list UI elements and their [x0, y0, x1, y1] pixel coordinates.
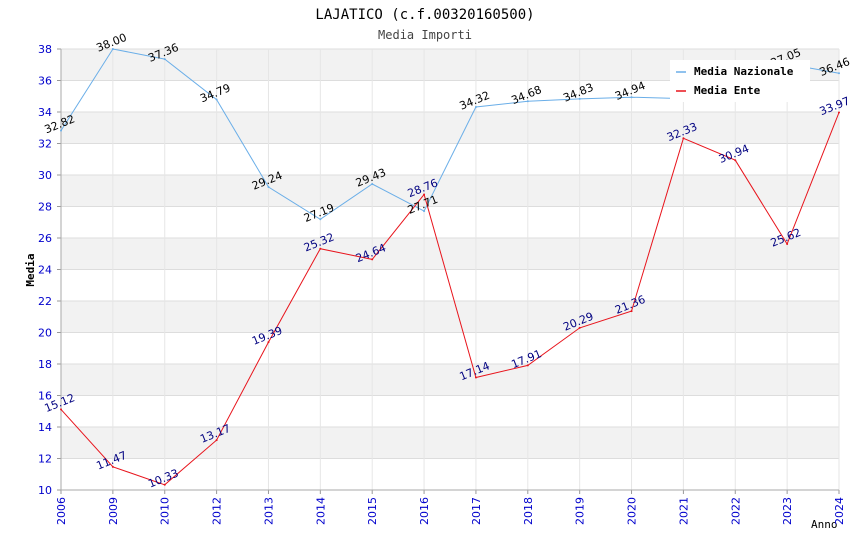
y-tick-label: 22 [38, 295, 52, 308]
x-tick-label: 2024 [833, 497, 846, 525]
y-tick-label: 36 [38, 75, 52, 88]
data-point-media-ente [111, 465, 114, 468]
y-tick-label: 10 [38, 484, 52, 497]
data-point-media-nazionale [215, 98, 218, 101]
x-tick-label: 2006 [55, 497, 68, 525]
data-label-media-nazionale: 34.79 [198, 81, 232, 105]
grid-band [61, 112, 839, 144]
data-point-media-nazionale [838, 72, 840, 75]
data-label-media-nazionale: 34.94 [613, 79, 647, 103]
y-tick-label: 32 [38, 138, 52, 151]
data-point-media-ente [319, 247, 322, 250]
data-point-media-ente [734, 159, 737, 162]
y-tick-label: 30 [38, 169, 52, 182]
data-point-media-nazionale [526, 100, 529, 103]
y-tick-labels: 10 12 14 16 18 20 22 24 26 28 30 32 34 36 38 [38, 43, 52, 497]
y-tick-label: 24 [38, 264, 52, 277]
data-point-media-ente [163, 483, 166, 486]
x-axis-label: Anno [811, 518, 838, 531]
data-point-media-ente [526, 364, 529, 367]
y-axis-label: Media [24, 253, 37, 286]
data-point-media-nazionale [319, 218, 322, 221]
data-point-media-ente [267, 341, 270, 344]
grid-band [61, 364, 839, 396]
data-point-media-nazionale [267, 185, 270, 188]
x-tick-label: 2014 [314, 497, 327, 525]
data-label-media-ente: 30.94 [717, 142, 751, 166]
x-tick-label: 2015 [366, 497, 379, 525]
x-tick-label: 2020 [626, 497, 639, 525]
legend-box [670, 60, 810, 102]
data-point-media-ente [786, 242, 789, 245]
plot-background-bands [61, 49, 839, 459]
data-label-media-ente: 10.33 [146, 467, 180, 491]
x-tick-label: 2022 [729, 497, 742, 525]
grid-band [61, 301, 839, 333]
x-tick-label: 2012 [211, 497, 224, 525]
data-point-media-nazionale [630, 96, 633, 99]
data-point-media-nazionale [474, 105, 477, 108]
chart-title: LAJATICO (c.f.00320160500) [315, 7, 534, 23]
data-point-media-ente [630, 310, 633, 313]
data-point-media-ente [838, 111, 840, 114]
grid-band [61, 427, 839, 459]
data-label-media-nazionale: 34.68 [509, 83, 543, 107]
data-point-media-nazionale [163, 58, 166, 61]
data-point-media-nazionale [371, 182, 374, 185]
data-point-media-ente [371, 258, 374, 261]
y-tick-label: 26 [38, 232, 52, 245]
x-tick-label: 2009 [107, 497, 120, 525]
x-tick-label: 2016 [418, 497, 431, 525]
x-tick-label: 2013 [262, 497, 275, 525]
data-point-media-nazionale [423, 210, 426, 213]
legend-label-media-nazionale: Media Nazionale [694, 65, 794, 78]
data-point-media-nazionale [111, 48, 114, 50]
grid-band [61, 238, 839, 270]
y-tick-label: 38 [38, 43, 52, 56]
y-tick-label: 20 [38, 327, 52, 340]
chart-subtitle: Media Importi [378, 28, 472, 42]
data-point-media-ente [60, 408, 62, 411]
x-tick-label: 2021 [677, 497, 690, 525]
y-tick-label: 16 [38, 390, 52, 403]
x-tick-labels: 2006 2009 2010 2012 2013 2014 2015 2016 2017 2018… [55, 497, 846, 525]
grid-band [61, 175, 839, 207]
grid-lines [57, 48, 840, 494]
y-tick-label: 28 [38, 201, 52, 214]
x-tick-label: 2010 [159, 497, 172, 525]
x-tick-label: 2017 [470, 497, 483, 525]
y-tick-label: 34 [38, 106, 52, 119]
data-label-media-nazionale: 34.83 [561, 81, 595, 105]
y-tick-label: 14 [38, 421, 52, 434]
x-tick-label: 2023 [781, 497, 794, 525]
legend-label-media-ente: Media Ente [694, 84, 761, 97]
data-point-media-ente [215, 439, 218, 442]
data-point-media-ente [682, 137, 685, 140]
x-tick-label: 2018 [522, 497, 535, 525]
x-tick-label: 2019 [574, 497, 587, 525]
series-line-media-ente [60, 112, 840, 486]
data-point-media-nazionale [60, 129, 62, 132]
legend: Media Nazionale Media Ente [670, 60, 810, 102]
data-point-media-ente [474, 376, 477, 379]
y-tick-label: 18 [38, 358, 52, 371]
data-point-media-ente [423, 193, 426, 196]
y-tick-label: 12 [38, 453, 52, 466]
data-point-media-ente [578, 326, 581, 329]
data-point-media-nazionale [578, 97, 581, 100]
